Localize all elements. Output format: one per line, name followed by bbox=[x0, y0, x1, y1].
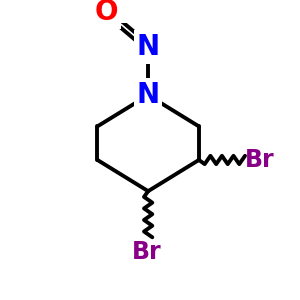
Text: N: N bbox=[136, 81, 160, 109]
Text: Br: Br bbox=[131, 240, 161, 264]
Text: N: N bbox=[136, 33, 160, 61]
Text: Br: Br bbox=[245, 148, 274, 172]
Text: O: O bbox=[95, 0, 118, 26]
